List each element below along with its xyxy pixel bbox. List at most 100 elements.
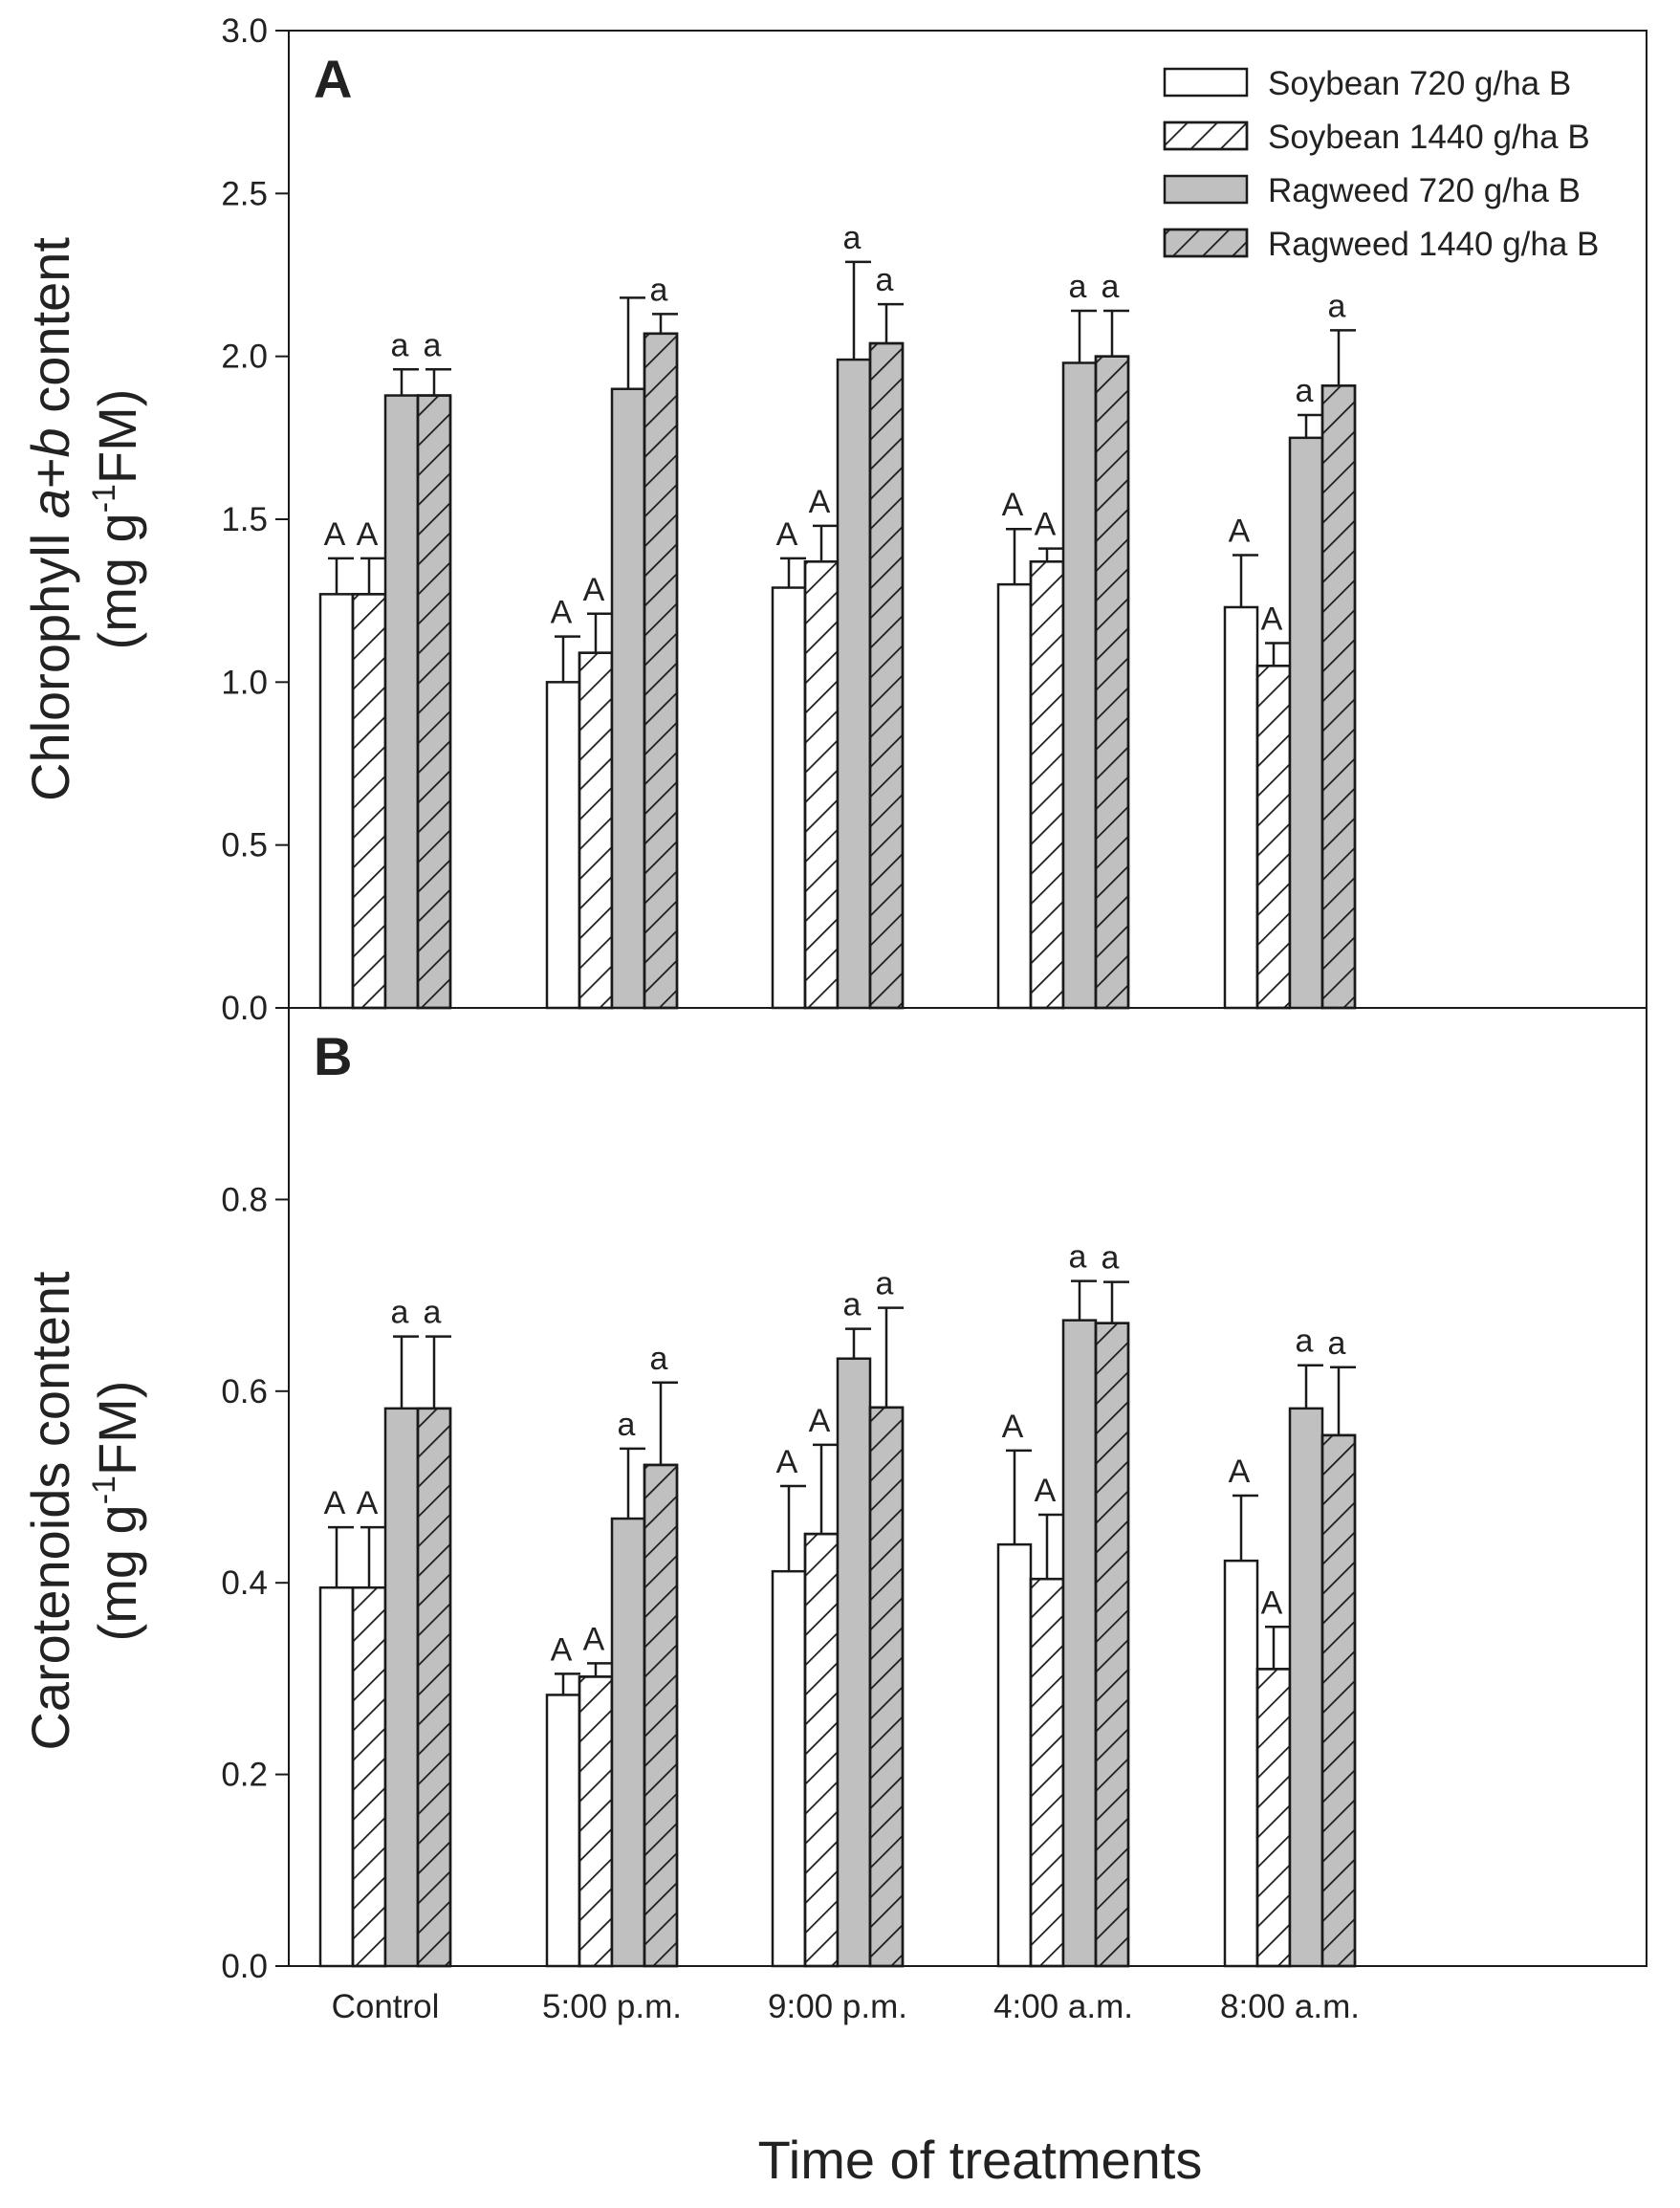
panel-a-ytick-label-3: 1.5 [221,501,268,538]
panel-b-soybean-720-g-ha-b-9-00-p-m-bar [771,1569,807,1968]
panel-b-ytick-label-2: 0.4 [221,1564,268,1602]
panel-a-ytick-label-0: 0.0 [221,990,268,1027]
panel-b-ragweed-720-g-ha-b-9-00-p-m-bar [836,1357,872,1968]
legend-swatch-ragweed-1440-hatch [1163,228,1249,258]
panel-a-ragweed-720-g-ha-b-4-00-a-m-bar [1061,361,1098,1010]
panel-b-soybean-1440-g-ha-b-8-00-a-m-bar-hatch [1255,1668,1292,1968]
panel-b-ragweed-1440-g-ha-b-control-bar-hatch [416,1407,452,1968]
panel-a-ragweed-720-g-ha-b-4-00-a-m-sig-label: a [1069,269,1087,305]
panel-a-ragweed-720-g-ha-b-control-bar [383,394,420,1010]
panel-b-ragweed-720-g-ha-b-5-00-p-m-sig-label: a [618,1407,636,1443]
panel-a-ragweed-1440-g-ha-b-control-sig-label: a [424,327,442,363]
panel-b-soybean-1440-g-ha-b-8-00-a-m-sig-label: A [1261,1585,1283,1621]
panel-a-soybean-1440-g-ha-b-4-00-a-m-bar-hatch [1029,560,1065,1010]
panel-a-soybean-720-g-ha-b-control-sig-label: A [324,516,346,553]
panel-b-ragweed-720-g-ha-b-9-00-p-m-sig-label: a [843,1287,862,1323]
panel-a-letter: A [314,49,352,109]
panel-a-ragweed-720-g-ha-b-8-00-a-m-bar [1288,436,1324,1010]
panel-b-ragweed-1440-g-ha-b-4-00-a-m-sig-label: a [1102,1240,1120,1277]
panel-b-ragweed-720-g-ha-b-8-00-a-m-sig-label: a [1296,1323,1314,1360]
panel-b-soybean-720-g-ha-b-control-sig-label: A [324,1485,346,1521]
panel-a-soybean-1440-g-ha-b-9-00-p-m-bar-hatch [803,560,840,1010]
panel-b-letter: B [314,1026,352,1086]
panel-b-soybean-720-g-ha-b-9-00-p-m-sig-label: A [776,1444,798,1480]
panel-a-ragweed-1440-g-ha-b-8-00-a-m-bar-hatch [1320,384,1357,1010]
panel-b-soybean-720-g-ha-b-8-00-a-m-sig-label: A [1229,1454,1251,1490]
panel-a-ragweed-720-g-ha-b-9-00-p-m-bar [836,358,872,1010]
x-category-label-8-00-a-m: 8:00 a.m. [1220,1988,1360,2025]
panel-b-ragweed-720-g-ha-b-control-sig-label: a [391,1295,409,1331]
panel-a-soybean-1440-g-ha-b-control-sig-label: A [357,516,379,553]
panel-a-ragweed-1440-g-ha-b-5-00-p-m-bar-hatch [643,332,679,1010]
panel-a-soybean-720-g-ha-b-5-00-p-m-sig-label: A [551,595,573,631]
panel-a-ragweed-1440-g-ha-b-control-bar-hatch [416,394,452,1010]
panel-a-ragweed-1440-g-ha-b-8-00-a-m-sig-label: a [1328,288,1346,324]
panel-b-ytick-label-4: 0.8 [221,1181,268,1218]
panel-a-soybean-720-g-ha-b-5-00-p-m-bar [545,681,581,1010]
panel-a-ylabel-line1: Chlorophyll a+b content [20,237,80,801]
panel-b-ragweed-720-g-ha-b-8-00-a-m-bar [1288,1407,1324,1968]
legend: Soybean 720 g/ha B Soybean 1440 g/ha B R… [1163,65,1599,263]
panel-b-soybean-720-g-ha-b-8-00-a-m-bar [1223,1559,1259,1968]
panel-b-ragweed-720-g-ha-b-5-00-p-m-bar [610,1517,646,1968]
panel-a-soybean-720-g-ha-b-4-00-a-m-bar [996,582,1033,1010]
panel-a-soybean-720-g-ha-b-9-00-p-m-bar [771,586,807,1010]
panel-b-ragweed-1440-g-ha-b-8-00-a-m-sig-label: a [1328,1325,1346,1362]
legend-swatch-soybean-1440-hatch [1163,120,1249,151]
legend-label-soybean-720: Soybean 720 g/ha B [1268,65,1571,102]
panel-b-soybean-720-g-ha-b-control-bar [318,1585,355,1968]
panel-b-soybean-1440-g-ha-b-control-sig-label: A [357,1485,379,1521]
panel-b-soybean-1440-g-ha-b-4-00-a-m-sig-label: A [1035,1473,1057,1509]
panel-a-ragweed-1440-g-ha-b-4-00-a-m-sig-label: a [1102,269,1120,305]
legend-swatch-ragweed-720 [1163,174,1249,205]
panel-a-soybean-1440-g-ha-b-control-bar-hatch [351,593,387,1010]
panel-b-ragweed-1440-g-ha-b-control-sig-label: a [424,1295,442,1331]
x-category-label-9-00-p-m: 9:00 p.m. [768,1988,907,2025]
panel-b-soybean-1440-g-ha-b-5-00-p-m-sig-label: A [583,1621,605,1657]
x-category-label-control: Control [332,1988,440,2025]
panel-b-ylabel-line2: (mg g-1FM) [86,1381,147,1642]
panel-b-soybean-720-g-ha-b-5-00-p-m-bar [545,1694,581,1968]
panel-a-ylabel: Chlorophyll a+b content (mg g-1FM) [20,237,147,801]
panel-a-soybean-1440-g-ha-b-8-00-a-m-bar-hatch [1255,665,1292,1010]
x-axis-title: Time of treatments [758,2130,1203,2190]
panel-a-soybean-1440-g-ha-b-5-00-p-m-sig-label: A [583,572,605,608]
panel-b-soybean-1440-g-ha-b-9-00-p-m-bar-hatch [803,1532,840,1968]
panel-a-soybean-720-g-ha-b-9-00-p-m-sig-label: A [776,516,798,553]
x-axis: Control 5:00 p.m. 9:00 p.m. 4:00 a.m. 8:00 a… [332,1988,1360,2025]
panel-a-soybean-1440-g-ha-b-8-00-a-m-sig-label: A [1261,601,1283,637]
panel-b-ytick-label-3: 0.6 [221,1373,268,1410]
panel-a-ragweed-1440-g-ha-b-9-00-p-m-sig-label: a [876,262,894,298]
panel-b-soybean-1440-g-ha-b-4-00-a-m-bar-hatch [1029,1577,1065,1968]
panel-b-ylabel-line1: Carotenoids content [20,1271,80,1751]
panel-a-ragweed-720-g-ha-b-control-sig-label: a [391,327,409,363]
panel-b-soybean-720-g-ha-b-4-00-a-m-sig-label: A [1002,1409,1024,1445]
panel-a-ragweed-1440-g-ha-b-5-00-p-m-sig-label: a [650,272,668,308]
panel-b-ragweed-720-g-ha-b-control-bar [383,1407,420,1968]
x-category-label-5-00-p-m: 5:00 p.m. [542,1988,682,2025]
panel-a-ytick-label-5: 2.5 [221,175,268,212]
panel-b-ragweed-1440-g-ha-b-4-00-a-m-bar-hatch [1094,1322,1130,1968]
panel-b-ylabel: Carotenoids content (mg g-1FM) [20,1271,147,1751]
panel-b-ragweed-1440-g-ha-b-9-00-p-m-bar-hatch [868,1406,905,1968]
panel-b-ytick-label-0: 0.0 [221,1948,268,1985]
panel-b-ragweed-1440-g-ha-b-8-00-a-m-bar-hatch [1320,1433,1357,1968]
panel-b-soybean-1440-g-ha-b-control-bar-hatch [351,1585,387,1968]
panel-b-ragweed-720-g-ha-b-4-00-a-m-sig-label: a [1069,1239,1087,1276]
panel-a: A 0.00.51.01.52.02.53.0 AAAAAAAAAAaaaaaa… [221,12,1647,1027]
x-category-label-4-00-a-m: 4:00 a.m. [993,1988,1133,2025]
legend-swatch-soybean-720 [1163,67,1249,98]
panel-a-ragweed-720-g-ha-b-9-00-p-m-sig-label: a [843,220,862,256]
panel-a-soybean-720-g-ha-b-control-bar [318,593,355,1010]
panel-b-ragweed-1440-g-ha-b-9-00-p-m-sig-label: a [876,1266,894,1302]
panel-b-soybean-720-g-ha-b-4-00-a-m-bar [996,1542,1033,1968]
legend-label-soybean-1440: Soybean 1440 g/ha B [1268,119,1590,156]
panel-a-soybean-720-g-ha-b-8-00-a-m-bar [1223,605,1259,1010]
panel-a-ragweed-1440-g-ha-b-4-00-a-m-bar-hatch [1094,355,1130,1010]
panel-a-ytick-label-2: 1.0 [221,664,268,701]
legend-label-ragweed-720: Ragweed 720 g/ha B [1268,172,1581,209]
panel-a-soybean-1440-g-ha-b-9-00-p-m-sig-label: A [809,484,831,520]
panel-a-ytick-label-1: 0.5 [221,827,268,864]
